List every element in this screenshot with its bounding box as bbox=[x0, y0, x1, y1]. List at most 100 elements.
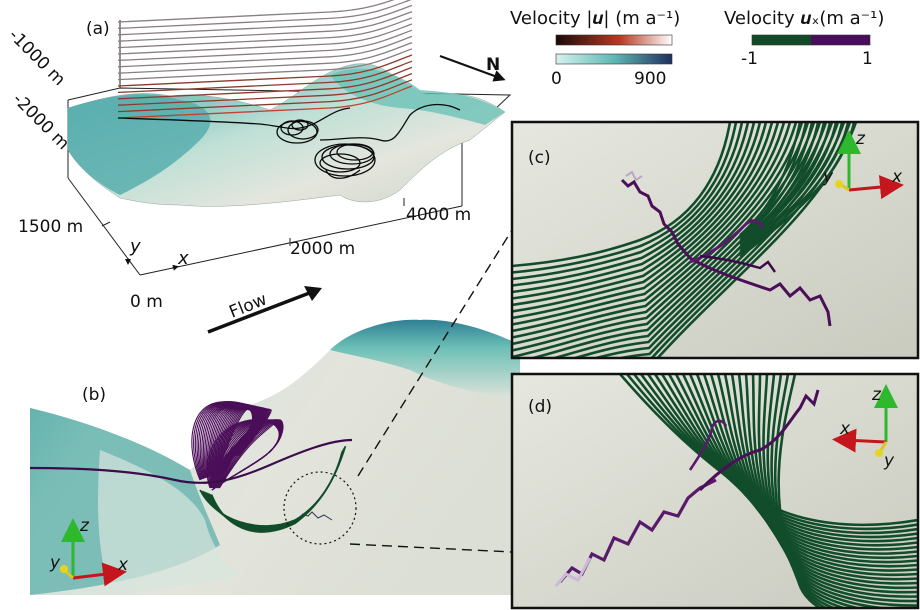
green-streamline bbox=[512, 122, 786, 326]
green-streamline bbox=[512, 122, 762, 300]
flow-arrow bbox=[207, 290, 313, 334]
north-arrow bbox=[439, 55, 506, 82]
green-streamline bbox=[211, 445, 347, 533]
upper-streamline bbox=[117, 41, 413, 74]
north-label: N bbox=[486, 55, 500, 75]
panel-d-streamlines-green bbox=[619, 374, 918, 608]
panel-b-streamlines-purple bbox=[191, 401, 284, 491]
green-streamline bbox=[512, 122, 792, 333]
green-streamline bbox=[739, 122, 838, 251]
triad-c: z y x bbox=[822, 129, 904, 200]
triad-b-z: z bbox=[79, 516, 90, 536]
panel-d-streamline-light bbox=[554, 557, 592, 587]
legend-magnitude-title: Velocity |𝒖| (m a⁻¹) bbox=[510, 8, 680, 29]
flow-indicator: Flow bbox=[207, 286, 322, 334]
panel-b-small-streamline bbox=[301, 511, 333, 521]
purple-loop bbox=[211, 419, 284, 491]
legend-velocity-ux: Velocity 𝒖ₓ(m a⁻¹) -1 1 bbox=[724, 8, 884, 69]
legend-ux-min: -1 bbox=[741, 49, 758, 69]
x-tick-2000: 2000 m bbox=[290, 239, 355, 259]
triad-d-z: z bbox=[871, 385, 882, 405]
upper-streamline bbox=[117, 48, 413, 81]
green-streamline bbox=[512, 122, 732, 268]
flow-arrowhead bbox=[304, 286, 322, 301]
green-streamline bbox=[739, 122, 814, 241]
panel-c-streamline-purple-2 bbox=[689, 219, 764, 264]
panel-b-left-slope-light bbox=[98, 450, 240, 592]
y-tick-mark bbox=[101, 221, 111, 227]
axis-y-label: y bbox=[129, 236, 141, 257]
z-tick-2000: -2000 m bbox=[8, 89, 73, 154]
upper-streamline bbox=[117, 29, 413, 62]
panel-a-streamlines-upper bbox=[117, 0, 413, 119]
panel-c-streamlines-green bbox=[512, 122, 858, 358]
panel-c-frame bbox=[510, 120, 920, 360]
panel-c-label: (c) bbox=[528, 148, 551, 168]
green-streamline bbox=[512, 122, 774, 313]
connector-to-d bbox=[349, 543, 513, 553]
green-streamline bbox=[512, 122, 798, 339]
upper-streamline bbox=[117, 66, 413, 100]
upper-streamline bbox=[117, 60, 413, 94]
green-streamline bbox=[512, 122, 780, 320]
z-tick-1000: -1000 m bbox=[4, 25, 69, 90]
panel-b-streamline-main bbox=[29, 438, 353, 484]
green-streamline bbox=[591, 122, 840, 358]
panel-c-streamline-purple-3 bbox=[699, 254, 776, 273]
colorbar-magnitude-light bbox=[555, 53, 673, 65]
panel-d-streamline-purple-3 bbox=[688, 419, 728, 471]
panel-a-streamlines-black bbox=[117, 103, 461, 179]
panel-d-streamline-purple-2 bbox=[698, 389, 820, 492]
upper-streamline bbox=[117, 0, 412, 30]
triad-c-x: x bbox=[891, 167, 903, 187]
upper-streamline bbox=[117, 10, 413, 42]
legend-ux-max: 1 bbox=[862, 49, 873, 69]
upper-streamline bbox=[117, 79, 413, 113]
upper-streamline bbox=[117, 35, 413, 68]
triad-c-z: z bbox=[855, 129, 866, 149]
colorbar-magnitude-dark bbox=[555, 34, 673, 46]
zoom-circle bbox=[283, 471, 357, 545]
green-streamline bbox=[512, 122, 738, 274]
panel-b-ridge-teal bbox=[330, 319, 520, 400]
triad-b-y: y bbox=[49, 553, 61, 573]
colorbar-ux-positive bbox=[811, 35, 870, 45]
upper-streamline bbox=[117, 85, 413, 119]
triad-d: z x y bbox=[832, 384, 898, 471]
colorbar-ux-negative bbox=[752, 35, 811, 45]
triad-c-y: y bbox=[822, 167, 834, 187]
upper-streamline bbox=[117, 4, 413, 36]
triad-b: z y x bbox=[49, 516, 129, 587]
upper-streamline bbox=[117, 54, 413, 87]
panel-c: (c) z y x bbox=[510, 120, 920, 360]
green-streamline bbox=[550, 122, 828, 358]
legend-magnitude-max: 900 bbox=[634, 69, 666, 89]
green-streamline bbox=[777, 374, 823, 608]
panel-b: (b) z y x bbox=[29, 319, 520, 595]
triad-d-y: y bbox=[883, 451, 895, 471]
green-streamline bbox=[739, 122, 826, 246]
x-tick-4000: 4000 m bbox=[406, 205, 471, 225]
upper-streamline bbox=[117, 23, 413, 55]
axis-x-arrow bbox=[171, 264, 179, 271]
green-streamline bbox=[739, 122, 802, 236]
green-streamline bbox=[512, 122, 756, 294]
x-tick-0: 0 m bbox=[130, 292, 163, 312]
panel-c-streamline-light bbox=[625, 170, 643, 182]
panel-d: (d) z x y bbox=[510, 372, 920, 610]
legend-magnitude-min: 0 bbox=[551, 69, 562, 89]
panel-c-streamline-purple-1 bbox=[620, 178, 832, 327]
axis-x-label: x bbox=[177, 248, 189, 269]
connector-to-c bbox=[357, 229, 513, 477]
panel-d-frame bbox=[510, 372, 920, 610]
upper-streamline bbox=[117, 72, 413, 106]
triad-b-x: x bbox=[117, 555, 129, 575]
colorbar-ux-frame bbox=[751, 34, 871, 46]
green-streamline bbox=[656, 122, 858, 358]
panel-d-label: (d) bbox=[528, 397, 552, 417]
green-streamline bbox=[739, 122, 808, 239]
green-streamline bbox=[739, 122, 832, 248]
triad-d-x: x bbox=[839, 419, 851, 439]
panel-a-label: (a) bbox=[86, 19, 110, 39]
